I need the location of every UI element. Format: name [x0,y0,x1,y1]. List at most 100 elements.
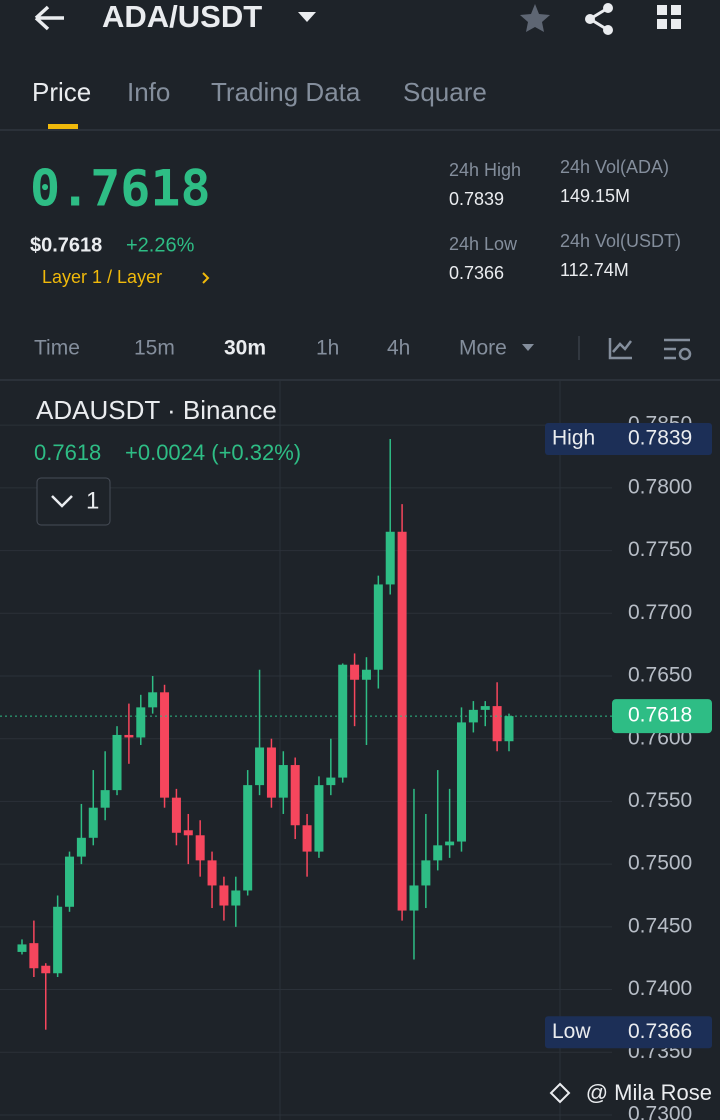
candle-body [326,777,336,786]
candle-body [468,709,478,723]
y-tick-label: 0.7500 [628,852,692,875]
y-tick-label: 0.7550 [628,789,692,812]
legend-change: +0.0024 (+0.32%) [125,440,301,465]
candle-body [231,890,241,906]
candle-body [361,669,371,680]
candle-body [100,790,110,808]
interval[interactable]: 4h [387,337,410,360]
y-tick-label: 0.7650 [628,664,692,687]
stat-label: 24h High [449,160,521,180]
candle-body [76,837,86,857]
low-marker-value: 0.7366 [628,1020,692,1043]
interval[interactable]: More [459,337,507,360]
candle-body [148,692,158,708]
candle-body [136,707,146,738]
low-marker-title: Low [552,1020,591,1043]
candle-body [124,734,134,738]
interval[interactable]: 1h [316,337,339,360]
back-button[interactable] [34,5,64,31]
indicator-count: 1 [86,487,99,514]
candle-body [445,841,455,846]
y-tick-label: 0.7400 [628,977,692,1000]
stat-label: 24h Low [449,234,518,254]
candle-body [88,807,98,838]
favorite-icon[interactable] [520,4,550,32]
toggle-chevron [51,495,73,508]
watermark: @ Mila Rose [586,1080,712,1105]
tab[interactable]: Info [127,77,170,107]
y-tick-label: 0.7300 [628,1103,692,1120]
chart: 0.78500.78000.77500.77000.76500.76000.75… [0,380,692,1120]
price-change: +2.26% [126,234,195,256]
current-price-label: 0.7618 [628,704,692,727]
candle-body [397,531,407,911]
interval[interactable]: 15m [134,337,175,360]
candle-body [219,885,229,906]
candle-body [171,797,181,833]
tag-chevron [202,272,210,284]
current-price-box [612,699,712,734]
dropdown-caret[interactable] [298,12,316,22]
more-caret [522,344,534,351]
last-price: 0.7618 [30,160,211,218]
candle-body [41,965,51,974]
candle-body [480,706,490,710]
high-marker-title: High [552,426,595,449]
interval-selected[interactable]: 30m [224,337,266,360]
stat-value: 0.7366 [449,263,504,283]
y-tick-label: 0.7800 [628,475,692,498]
candle-body [492,706,502,742]
candle-body [53,906,63,974]
tab[interactable]: Price [32,77,91,107]
candle-body [17,944,27,952]
candle-body [314,785,324,852]
candle-body [278,765,288,798]
candle-body [29,943,39,969]
candle-body [409,885,419,911]
candle-body [195,835,205,861]
candle-body [112,734,122,791]
tab[interactable]: Square [403,77,487,107]
candle-body [504,716,514,742]
indicator-toggle[interactable] [36,477,111,526]
stat-value: 112.74M [560,260,629,280]
settings-icon[interactable] [678,347,692,361]
candle-body [183,830,193,836]
indicator-icon[interactable] [608,338,632,360]
candle-body [385,531,395,585]
watermark-logo [549,1082,571,1104]
candle-body [207,860,217,886]
share-icon[interactable] [585,3,613,35]
low-marker-box [545,1016,712,1049]
pair-title[interactable]: ADA/USDT [102,0,262,34]
fiat-price: $0.7618 [30,234,102,256]
candle-body [290,765,300,826]
tab[interactable]: Trading Data [211,77,361,107]
stat-value: 0.7839 [449,189,504,209]
legend-price: 0.7618 [34,440,101,465]
high-marker-value: 0.7839 [628,426,692,449]
candle-body [350,664,360,680]
high-marker-box [545,422,712,455]
y-tick-label: 0.7700 [628,601,692,624]
grid-icon[interactable] [657,5,681,29]
category-tag[interactable]: Layer 1 / Layer [42,267,162,287]
settings-icon[interactable] [664,338,690,360]
candle-body [266,747,276,798]
candle-body [373,584,383,670]
stat-label: 24h Vol(ADA) [560,157,669,177]
candle-body [243,785,253,891]
candle-body [421,860,431,886]
candle-body [302,825,312,852]
stat-value: 149.15M [560,186,630,206]
interval[interactable]: Time [34,337,80,360]
tab-indicator [48,124,78,129]
candle-body [160,692,170,798]
candle-body [255,747,265,786]
y-tick-label: 0.7450 [628,914,692,937]
chart-title: ADAUSDT · Binance [36,395,277,425]
candle-body [456,722,466,842]
candle-body [65,856,75,907]
